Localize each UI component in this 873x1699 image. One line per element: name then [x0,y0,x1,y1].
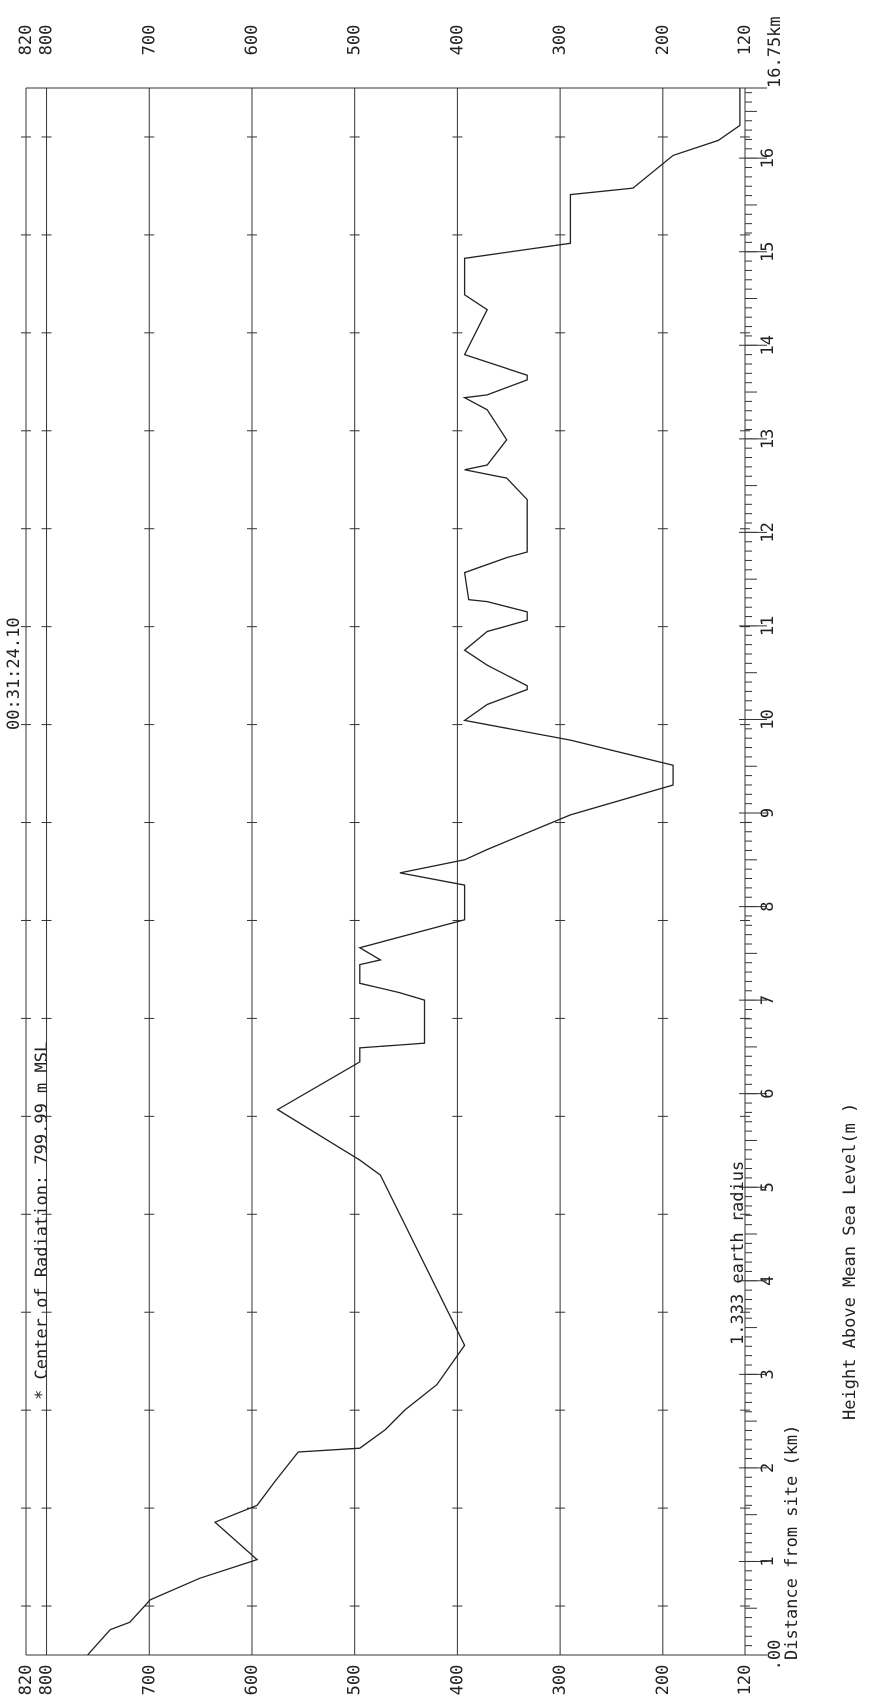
x-tick-label: 2 [758,1463,778,1473]
y-tick-label: 700 [139,25,159,56]
annotation: * Center of Radiation: 799.99 m MSL [32,1042,52,1400]
y-tick-label: 600 [242,25,262,56]
y-tick-label: 800 [37,1665,57,1696]
x-tick-label: .00 [765,1640,785,1671]
y-tick-label: 800 [37,25,57,56]
y-axis-label: Height Above Mean Sea Level(m ) [840,1103,860,1420]
x-tick-label: 16 [758,148,778,168]
y-tick-label: 120 [735,1665,755,1696]
terrain-line [87,88,741,1656]
timestamp: 00:31:24.10 [4,617,24,730]
y-tick-label: 200 [653,25,673,56]
note: 1.333 earth radius [728,1161,748,1345]
y-tick-label: 500 [345,1665,365,1696]
y-tick-label: 820 [16,1665,36,1696]
y-tick-label: 400 [447,1665,467,1696]
x-tick-label: 9 [758,808,778,818]
y-tick-label: 600 [242,1665,262,1696]
x-tick-label: 4 [758,1276,778,1286]
y-tick-label: 300 [550,25,570,56]
y-tick-label: 500 [345,25,365,56]
x-tick-label: 12 [758,522,778,542]
x-tick-label: 10 [758,709,778,729]
x-tick-label: 5 [758,1182,778,1192]
x-tick-label: 13 [758,429,778,449]
y-tick-label: 200 [653,1665,673,1696]
y-tick-label: 300 [550,1665,570,1696]
x-tick-label: 8 [758,901,778,911]
x-tick-label: 1 [758,1556,778,1566]
x-tick-label: 3 [758,1369,778,1379]
x-axis-label: Distance from site (km) [782,1425,802,1660]
x-tick-label: 14 [758,335,778,355]
x-tick-label: 15 [758,241,778,261]
y-tick-label: 400 [447,25,467,56]
x-tick-label: 6 [758,1089,778,1099]
y-tick-label: 700 [139,1665,159,1696]
y-tick-label: 120 [735,25,755,56]
x-tick-label: 11 [758,616,778,636]
x-tick-label: 16.75km [765,16,785,88]
x-tick-label: 7 [758,995,778,1005]
y-tick-label: 820 [16,25,36,56]
